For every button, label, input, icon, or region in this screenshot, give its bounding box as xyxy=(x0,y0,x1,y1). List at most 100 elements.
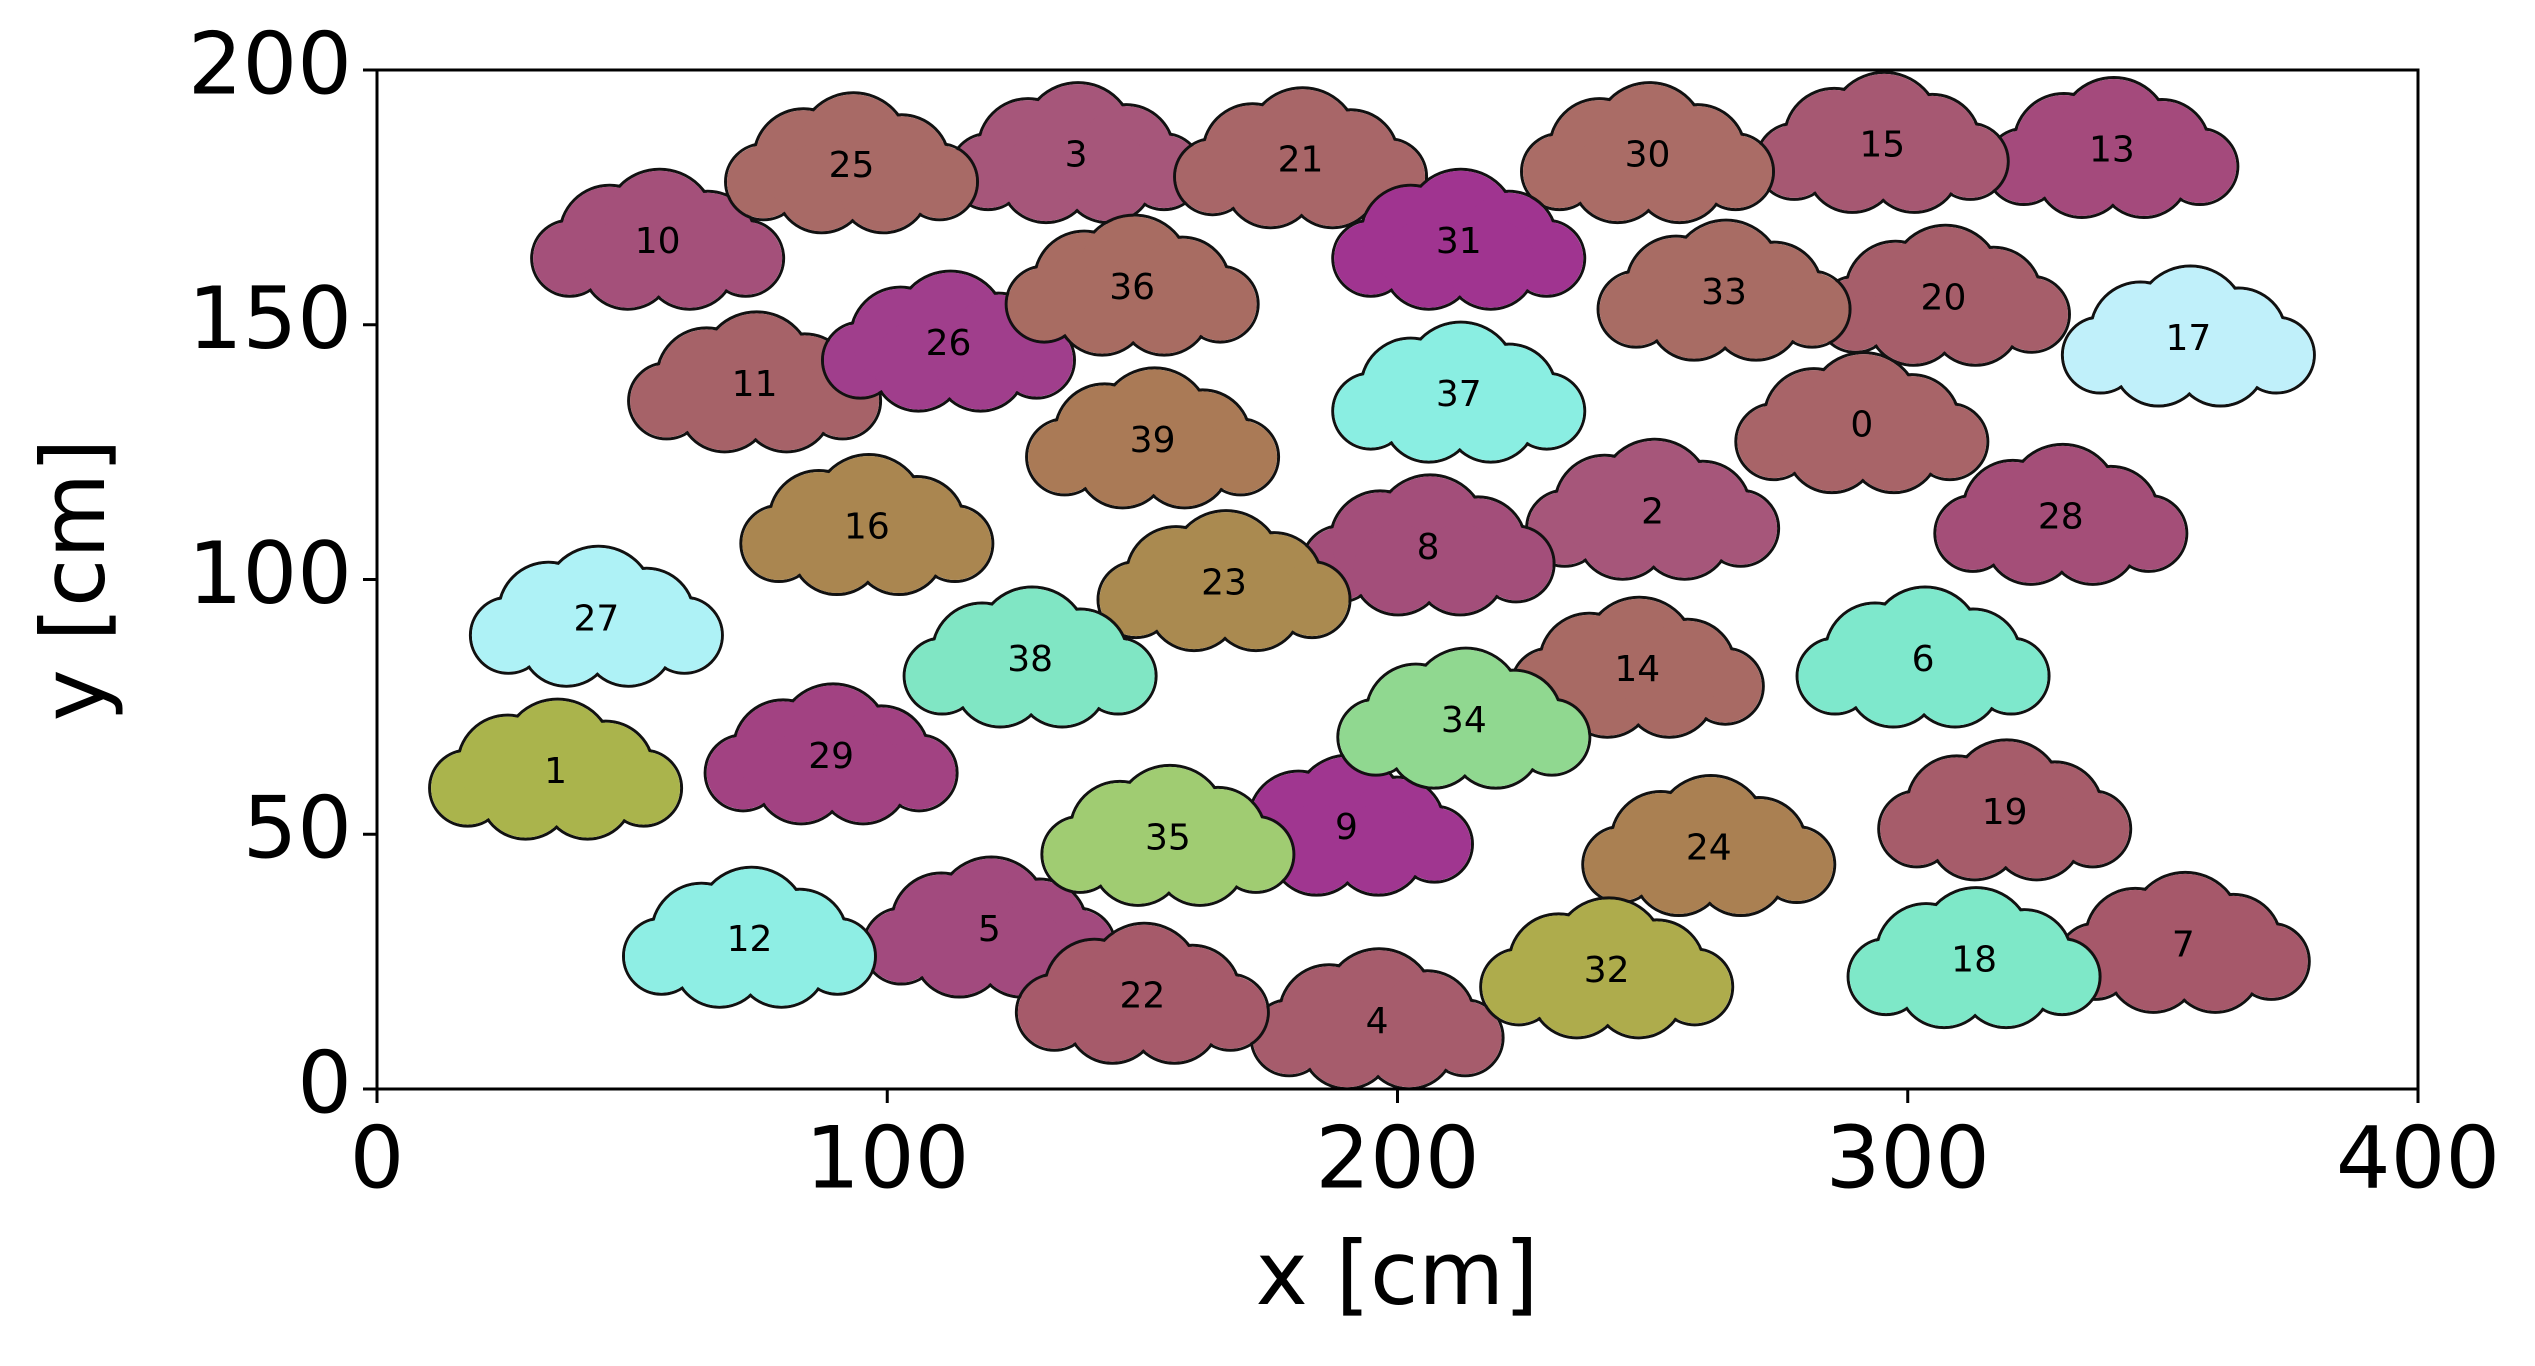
cloud-puff xyxy=(1961,937,2051,1027)
cloud: 8 xyxy=(1300,473,1556,617)
cloud-puff xyxy=(583,218,673,308)
cloud-puff xyxy=(2037,127,2127,217)
cloud: 7 xyxy=(2055,870,2311,1014)
cloud-label: 5 xyxy=(978,909,1001,950)
x-tick-label: 300 xyxy=(1826,1108,1990,1208)
cloud-puff xyxy=(2175,315,2265,405)
cloud-puff xyxy=(1910,636,2000,726)
cloud-puff xyxy=(2048,493,2138,583)
cloud-puff xyxy=(1930,274,2020,364)
cloud-label: 26 xyxy=(926,323,972,364)
cloud-puff xyxy=(1992,789,2082,879)
y-axis-label: y [cm] xyxy=(22,439,125,722)
cloud-label: 25 xyxy=(829,145,875,186)
x-tick-label: 100 xyxy=(805,1108,969,1208)
cloud-puff xyxy=(2113,315,2203,405)
cloud-label: 17 xyxy=(2165,318,2211,359)
cloud-puff xyxy=(792,504,882,594)
cloud-puff xyxy=(1415,524,1505,614)
cloud-puff xyxy=(1594,947,1684,1037)
cloud-label: 9 xyxy=(1335,807,1358,848)
x-tick-label: 0 xyxy=(350,1108,405,1208)
cloud-puff xyxy=(935,320,1025,410)
cloud-puff xyxy=(1155,814,1245,904)
cloud: 24 xyxy=(1581,774,1837,918)
cloud: 33 xyxy=(1596,218,1852,362)
cloud: 16 xyxy=(739,453,995,597)
cloud-label: 31 xyxy=(1436,221,1482,262)
cloud-label: 0 xyxy=(1850,405,1873,446)
y-tick-label: 0 xyxy=(297,1033,352,1133)
x-tick-label: 200 xyxy=(1315,1108,1479,1208)
cloud-puff xyxy=(1868,274,1958,364)
cloud-puff xyxy=(1446,371,1536,461)
cloud-puff xyxy=(1302,998,1392,1088)
cloud-puff xyxy=(1288,137,1378,227)
cloud-label: 10 xyxy=(635,221,681,262)
cloud-puff xyxy=(1129,972,1219,1062)
y-tick-label: 200 xyxy=(188,14,352,114)
cloud-label: 4 xyxy=(1366,1001,1389,1042)
cloud: 31 xyxy=(1331,167,1587,311)
cloud: 30 xyxy=(1520,81,1776,225)
cloud: 15 xyxy=(1754,70,2010,214)
cloud-puff xyxy=(1001,132,1091,222)
cloud-puff xyxy=(1446,218,1536,308)
cloud: 0 xyxy=(1734,351,1990,495)
cloud-puff xyxy=(839,142,929,232)
cloud-puff xyxy=(976,906,1066,996)
cloud-puff xyxy=(1532,947,1622,1037)
cloud-label: 21 xyxy=(1278,140,1324,181)
cloud-puff xyxy=(955,636,1045,726)
cloud-puff xyxy=(1573,132,1663,222)
cloud-label: 13 xyxy=(2089,130,2135,171)
cloud-puff xyxy=(1389,697,1479,787)
cloud-puff xyxy=(1333,804,1423,894)
cloud-puff xyxy=(645,218,735,308)
cloud-puff xyxy=(521,595,611,685)
cloud-puff xyxy=(1017,636,1107,726)
cloud-label: 28 xyxy=(2038,496,2084,537)
cloud-puff xyxy=(1849,402,1939,492)
cloud-label: 39 xyxy=(1130,420,1176,461)
cloud-puff xyxy=(854,504,944,594)
cloud-label: 37 xyxy=(1436,374,1482,415)
cloud-puff xyxy=(1711,269,1801,359)
cloud-puff xyxy=(1578,488,1668,578)
cloud-puff xyxy=(1562,646,1652,736)
y-tick-label: 50 xyxy=(243,779,352,879)
cloud-puff xyxy=(756,733,846,823)
cloud: 13 xyxy=(1984,76,2240,220)
cloud-label: 20 xyxy=(1921,277,1967,318)
cloud-label: 16 xyxy=(844,507,890,548)
cloud-label: 19 xyxy=(1982,792,2028,833)
cloud-puff xyxy=(1067,972,1157,1062)
cloud-label: 12 xyxy=(727,919,773,960)
cloud-puff xyxy=(583,595,673,685)
cloud-label: 7 xyxy=(2172,924,2195,965)
cloud: 32 xyxy=(1479,896,1735,1040)
cloud: 19 xyxy=(1877,738,2133,882)
cloud-puff xyxy=(1384,371,1474,461)
cloud-label: 38 xyxy=(1007,639,1053,680)
cloud-label: 36 xyxy=(1109,267,1155,308)
cloud-puff xyxy=(1848,636,1938,726)
cloud-puff xyxy=(1364,998,1454,1088)
cloud-puff xyxy=(1696,825,1786,915)
cloud: 2 xyxy=(1525,437,1781,581)
cloud-puff xyxy=(1649,269,1739,359)
cloud-label: 34 xyxy=(1441,700,1487,741)
cloud-puff xyxy=(736,916,826,1006)
cloud: 35 xyxy=(1040,763,1296,907)
cloud-label: 35 xyxy=(1145,817,1191,858)
cloud-puff xyxy=(1093,814,1183,904)
cloud: 27 xyxy=(468,544,724,688)
cloud-puff xyxy=(674,916,764,1006)
cloud-puff xyxy=(914,906,1004,996)
cloud: 1 xyxy=(428,697,684,841)
cloud-puff xyxy=(818,733,908,823)
cloud-puff xyxy=(1271,804,1361,894)
cloud: 17 xyxy=(2060,264,2316,408)
cloud: 25 xyxy=(724,91,980,235)
